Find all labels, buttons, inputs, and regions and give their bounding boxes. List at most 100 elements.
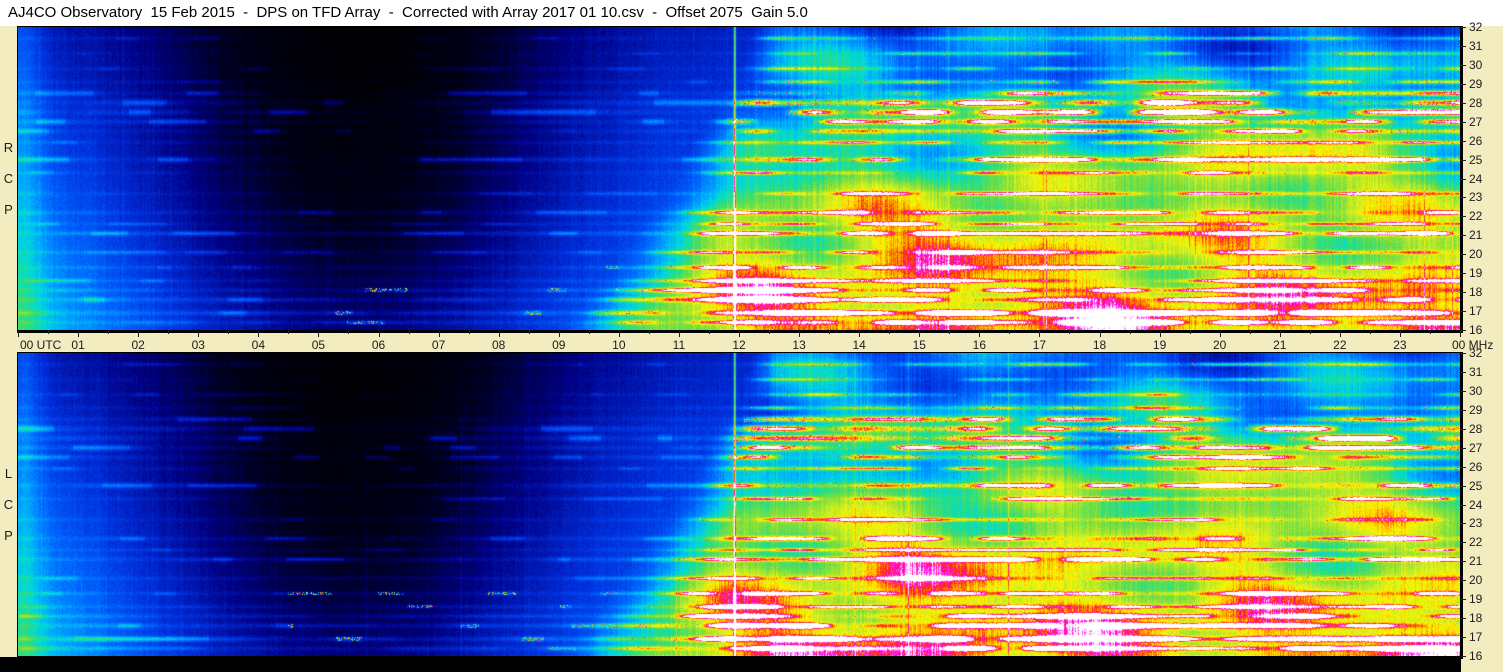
freq-tick: [1461, 64, 1466, 66]
freq-tick-label: 25: [1469, 152, 1483, 167]
freq-tick: [1461, 353, 1466, 354]
rcp-spectrogram-panel: [17, 26, 1463, 333]
freq-tick: [1461, 523, 1466, 525]
freq-tick: [1461, 447, 1466, 449]
time-tick: [1159, 331, 1161, 337]
freq-tick-label: 20: [1469, 573, 1483, 588]
time-tick: [288, 331, 290, 334]
title-bar: AJ4CO Observatory 15 Feb 2015 - DPS on T…: [0, 0, 1503, 26]
time-tick: [889, 331, 891, 334]
time-tick: [408, 331, 410, 334]
time-tick: [1339, 331, 1341, 337]
time-tick: [1069, 331, 1071, 334]
time-tick-label: 09: [552, 338, 566, 352]
freq-tick: [1461, 637, 1466, 639]
freq-tick-label: 26: [1469, 459, 1483, 474]
freq-tick-label: 25: [1469, 478, 1483, 493]
time-tick-label: 04: [251, 338, 266, 352]
time-tick: [348, 331, 350, 334]
time-tick-label: 23: [1393, 338, 1407, 352]
time-tick: [78, 331, 80, 337]
freq-tick: [1461, 273, 1466, 275]
freq-tick-label: 29: [1469, 402, 1483, 417]
time-tick: [18, 331, 19, 337]
time-tick: [1279, 331, 1281, 337]
time-tick-label: 03: [191, 338, 205, 352]
polarization-letter: R: [3, 140, 14, 155]
time-tick: [708, 331, 710, 334]
freq-tick: [1461, 216, 1466, 218]
time-tick: [678, 331, 680, 337]
time-tick: [618, 331, 620, 337]
time-tick: [198, 331, 200, 337]
freq-tick: [1461, 292, 1466, 294]
time-tick: [1189, 331, 1191, 334]
freq-tick-label: 27: [1469, 114, 1483, 129]
freq-tick-label: 16: [1469, 323, 1483, 337]
time-tick: [378, 331, 380, 337]
time-tick: [228, 331, 230, 334]
freq-tick-label: 30: [1469, 57, 1483, 72]
freq-tick: [1461, 580, 1466, 582]
freq-tick: [1461, 102, 1466, 104]
time-tick: [108, 331, 110, 334]
time-tick-label: 00 MHz: [1452, 338, 1494, 352]
time-tick: [168, 331, 170, 334]
freq-tick: [1461, 45, 1466, 47]
time-tick: [1309, 331, 1311, 334]
time-tick-label: 08: [491, 338, 506, 352]
freq-tick-label: 28: [1469, 95, 1483, 110]
time-tick: [1249, 331, 1251, 334]
freq-tick-label: 31: [1469, 38, 1483, 53]
freq-tick-label: 23: [1469, 516, 1483, 531]
time-tick: [468, 331, 470, 334]
freq-tick: [1461, 311, 1466, 313]
freq-tick: [1461, 371, 1466, 373]
time-tick-label: 14: [852, 338, 866, 352]
freq-tick: [1461, 599, 1466, 601]
lcp-spectrogram-panel: [17, 352, 1463, 659]
time-tick: [769, 331, 771, 334]
time-tick: [258, 331, 260, 337]
time-tick-label: 12: [732, 338, 746, 352]
time-tick: [799, 331, 801, 337]
time-tick-label: 15: [912, 338, 926, 352]
time-tick-label: 05: [311, 338, 326, 352]
freq-tick: [1461, 504, 1466, 506]
time-tick: [1009, 331, 1011, 334]
time-tick-label: 16: [972, 338, 987, 352]
freq-tick-label: 20: [1469, 247, 1483, 262]
time-tick: [498, 331, 500, 337]
frequency-axis: 32 31 30 29 28 27 26 25 24 23 22 21 20 19 18 17 16 32 31 30…: [1461, 20, 1503, 672]
time-tick-label: 22: [1333, 338, 1347, 352]
time-tick: [438, 331, 440, 337]
freq-tick-label: 24: [1469, 497, 1483, 512]
time-tick: [138, 331, 140, 337]
freq-tick-label: 16: [1469, 649, 1483, 663]
lcp-polarization-label: L C P: [0, 353, 17, 656]
lcp-spectrogram-image: [18, 353, 1460, 656]
freq-tick-label: 22: [1469, 535, 1483, 550]
time-tick: [949, 331, 951, 334]
bottom-bar: [0, 657, 1461, 672]
freq-tick: [1461, 83, 1466, 85]
freq-tick: [1461, 485, 1466, 487]
freq-tick-label: 29: [1469, 76, 1483, 91]
freq-tick-label: 30: [1469, 383, 1483, 398]
time-tick: [1429, 331, 1431, 334]
freq-tick-label: 27: [1469, 440, 1483, 455]
time-tick: [48, 331, 50, 334]
time-tick: [1460, 331, 1461, 337]
freq-tick: [1461, 121, 1466, 123]
time-tick-label: 21: [1273, 338, 1287, 352]
time-tick: [979, 331, 981, 337]
time-tick: [558, 331, 560, 337]
time-axis: 00 UTC 01 02 03 04 05 06 07 08 09 10 11 12 13 14 15 16 17…: [0, 331, 1503, 352]
freq-tick: [1461, 409, 1466, 411]
freq-tick-label: 19: [1469, 592, 1483, 607]
polarization-letter: C: [3, 171, 14, 186]
freq-tick-label: 22: [1469, 209, 1483, 224]
rcp-spectrogram-image: [18, 27, 1460, 330]
freq-tick: [1461, 656, 1466, 657]
